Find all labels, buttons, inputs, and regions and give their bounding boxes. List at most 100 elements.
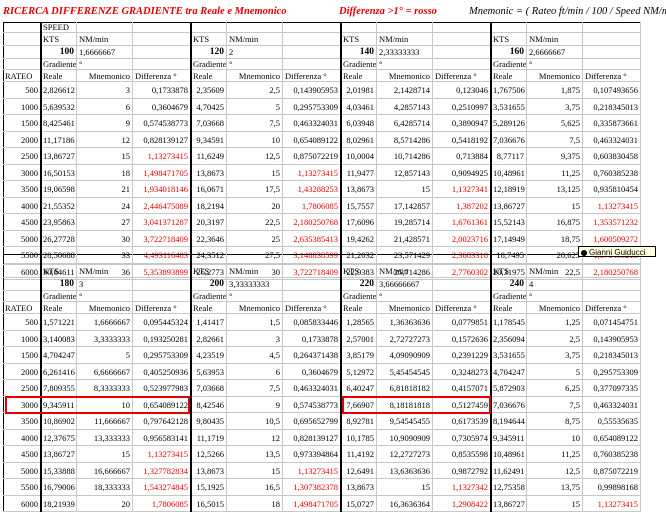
mnemonico-header[interactable]: Mnemonico <box>77 70 133 82</box>
empty-cell[interactable] <box>377 22 433 33</box>
rateo-header[interactable]: RATEO <box>3 70 41 82</box>
reale-cell[interactable]: 15,52143 <box>491 214 527 231</box>
empty-cell[interactable] <box>133 278 191 291</box>
reale-cell[interactable]: 5,12972 <box>341 364 377 381</box>
reale-cell[interactable]: 15,1925 <box>191 479 227 496</box>
differenza-cell[interactable]: 1,1327342 <box>433 479 491 496</box>
reale-cell[interactable]: 5,289126 <box>491 115 527 132</box>
speed-kts-value[interactable]: 200 <box>191 278 227 291</box>
empty-cell[interactable] <box>527 254 583 265</box>
differenza-cell[interactable]: 0,107493656 <box>583 82 641 99</box>
rateo-cell[interactable]: 5000 <box>3 231 41 248</box>
differenza-cell[interactable]: 0,123046 <box>433 82 491 99</box>
reale-cell[interactable]: 12,6491 <box>341 463 377 480</box>
differenza-cell[interactable]: 0,1733878 <box>283 331 341 348</box>
speed-kts-value[interactable]: 240 <box>491 278 527 291</box>
mnemonico-header[interactable]: Mnemonico <box>527 70 583 82</box>
mnemonico-cell[interactable]: 9 <box>227 397 283 414</box>
reale-cell[interactable]: 10,86902 <box>41 413 77 430</box>
speed-nm-value[interactable]: 2 <box>227 46 283 59</box>
differenza-cell[interactable]: 1,543274845 <box>133 479 191 496</box>
differenza-cell[interactable]: 1,387202 <box>433 198 491 215</box>
rateo-cell[interactable]: 3500 <box>3 181 41 198</box>
differenza-cell[interactable]: 3,722718409 <box>133 231 191 248</box>
reale-cell[interactable]: 18,2194 <box>191 198 227 215</box>
empty-cell[interactable] <box>583 46 641 59</box>
nm-min-label[interactable]: NM/min <box>227 33 283 46</box>
mnemonico-cell[interactable]: 11,25 <box>527 446 583 463</box>
kts-label[interactable]: KTS <box>341 265 377 278</box>
mnemonico-cell[interactable]: 12,857143 <box>377 165 433 182</box>
mnemonico-cell[interactable]: 11,666667 <box>77 413 133 430</box>
speed-nm-value[interactable]: 2,33333333 <box>377 46 433 59</box>
differenza-cell[interactable]: 0,335873661 <box>583 115 641 132</box>
reale-cell[interactable]: 13,8673 <box>341 479 377 496</box>
reale-cell[interactable]: 13,8673 <box>341 181 377 198</box>
rateo-cell[interactable]: 5000 <box>3 463 41 480</box>
differenza-cell[interactable]: 1,934018146 <box>133 181 191 198</box>
mnemonico-header[interactable]: Mnemonico <box>527 302 583 314</box>
rateo-cell[interactable]: 1500 <box>3 347 41 364</box>
reale-cell[interactable]: 18,21939 <box>41 496 77 512</box>
reale-cell[interactable]: 13,86727 <box>491 496 527 512</box>
differenza-cell[interactable]: 0,6173539 <box>433 413 491 430</box>
mnemonico-cell[interactable]: 3 <box>77 82 133 99</box>
mnemonico-cell[interactable]: 6 <box>227 364 283 381</box>
empty-cell[interactable] <box>3 265 41 278</box>
differenza-cell[interactable]: 1,6761361 <box>433 214 491 231</box>
mnemonico-cell[interactable]: 9,375 <box>527 148 583 165</box>
speed-nm-value[interactable]: 3,66666667 <box>377 278 433 291</box>
empty-cell[interactable] <box>433 22 491 33</box>
differenza-cell[interactable]: 0,875072219 <box>283 148 341 165</box>
speed-kts-value[interactable]: 180 <box>41 278 77 291</box>
empty-cell[interactable] <box>133 265 191 278</box>
speed-kts-value[interactable]: 120 <box>191 46 227 59</box>
differenza-cell[interactable]: 0,085833446 <box>283 314 341 331</box>
degree-label[interactable]: ° <box>377 59 433 70</box>
mnemonico-cell[interactable]: 8,18181818 <box>377 397 433 414</box>
differenza-cell[interactable]: 0,603830458 <box>583 148 641 165</box>
kts-label[interactable]: KTS <box>191 33 227 46</box>
mnemonico-cell[interactable]: 9,54545455 <box>377 413 433 430</box>
reale-cell[interactable]: 23,95863 <box>41 214 77 231</box>
mnemonico-cell[interactable]: 22,5 <box>227 214 283 231</box>
mnemonico-cell[interactable]: 15 <box>527 496 583 512</box>
differenza-header[interactable]: Differenza ° <box>283 302 341 314</box>
reale-cell[interactable]: 13,86727 <box>491 198 527 215</box>
mnemonico-cell[interactable]: 27 <box>77 214 133 231</box>
differenza-cell[interactable]: 1,13273415 <box>133 446 191 463</box>
reale-cell[interactable]: 10,1785 <box>341 430 377 447</box>
degree-label[interactable]: ° <box>377 291 433 302</box>
empty-cell[interactable] <box>133 291 191 302</box>
differenza-cell[interactable]: 0,0779851 <box>433 314 491 331</box>
differenza-cell[interactable]: 1,13273415 <box>583 496 641 512</box>
reale-cell[interactable]: 2,57001 <box>341 331 377 348</box>
empty-cell[interactable] <box>191 254 227 265</box>
mnemonico-cell[interactable]: 5 <box>77 347 133 364</box>
mnemonico-header[interactable]: Mnemonico <box>227 70 283 82</box>
mnemonico-cell[interactable]: 10 <box>227 132 283 149</box>
reale-cell[interactable]: 19,4262 <box>341 231 377 248</box>
differenza-cell[interactable]: 0,405250936 <box>133 364 191 381</box>
nm-min-label[interactable]: NM/min <box>527 33 583 46</box>
reale-cell[interactable]: 9,80435 <box>191 413 227 430</box>
differenza-cell[interactable]: 0,760385238 <box>583 446 641 463</box>
reale-cell[interactable]: 1,767506 <box>491 82 527 99</box>
empty-cell[interactable] <box>133 46 191 59</box>
differenza-cell[interactable]: 0,1572636 <box>433 331 491 348</box>
reale-cell[interactable]: 2,826612 <box>41 82 77 99</box>
mnemonico-cell[interactable]: 7,5 <box>527 397 583 414</box>
empty-cell[interactable] <box>583 291 641 302</box>
mnemonico-cell[interactable]: 4,5 <box>227 347 283 364</box>
reale-header[interactable]: Reale <box>191 302 227 314</box>
reale-cell[interactable]: 1,178545 <box>491 314 527 331</box>
speed-nm-value[interactable]: 3 <box>77 278 133 291</box>
reale-cell[interactable]: 8,77117 <box>491 148 527 165</box>
kts-label[interactable]: KTS <box>491 33 527 46</box>
differenza-cell[interactable]: 2,635385413 <box>283 231 341 248</box>
differenza-cell[interactable]: 0,193250281 <box>133 331 191 348</box>
reale-cell[interactable]: 8,425461 <box>41 115 77 132</box>
mnemonico-cell[interactable]: 11,25 <box>527 165 583 182</box>
reale-cell[interactable]: 3,85179 <box>341 347 377 364</box>
empty-cell[interactable] <box>3 33 41 46</box>
